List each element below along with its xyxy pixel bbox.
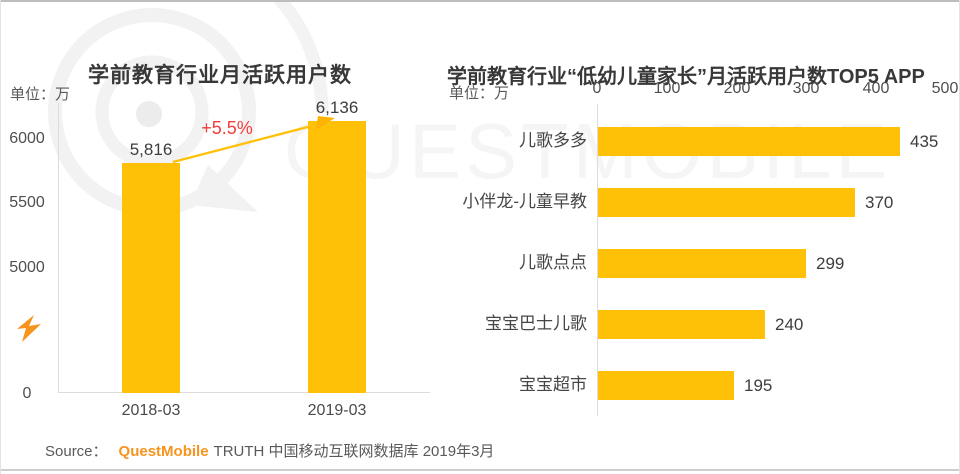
source-prefix: Source： bbox=[45, 443, 108, 460]
y-tick-6000: 6000 bbox=[9, 130, 45, 147]
bottom-border bbox=[0, 469, 960, 471]
bar-babybus-erge: 240 bbox=[598, 310, 803, 339]
right-y-axis-line bbox=[597, 104, 598, 416]
right-unit-label: 单位：万 bbox=[449, 85, 510, 102]
x-category-2018-03: 2018-03 bbox=[121, 402, 181, 419]
app-label-baobao-chaoshi: 宝宝超市 bbox=[519, 375, 587, 394]
bar-2018-03: 5,816 bbox=[122, 140, 180, 393]
app-label-xiaobanlong: 小伴龙-儿童早教 bbox=[462, 192, 587, 211]
x-tick-100: 100 bbox=[653, 80, 681, 97]
bar-value-label: 299 bbox=[816, 253, 845, 273]
y-tick-0: 0 bbox=[22, 385, 32, 402]
bar-2019-03: 6,136 bbox=[308, 98, 366, 393]
x-tick-300: 300 bbox=[792, 80, 820, 97]
bar-baobao-chaoshi: 195 bbox=[598, 371, 772, 400]
bar-value-label: 6,136 bbox=[315, 98, 359, 117]
left-unit-label: 单位：万 bbox=[10, 86, 71, 103]
app-label-erge-diandian: 儿歌点点 bbox=[519, 253, 587, 272]
x-tick-400: 400 bbox=[862, 80, 890, 97]
bar-value-label: 195 bbox=[744, 375, 773, 395]
left-chart-title: 学前教育行业月活跃用户数 bbox=[88, 64, 352, 88]
source-suffix: TRUTH 中国移动互联网数据库 2019年3月 bbox=[213, 443, 495, 460]
source-line: Source： QuestMobile TRUTH 中国移动互联网数据库 2019年… bbox=[45, 440, 494, 461]
bar-value-label: 240 bbox=[775, 314, 804, 334]
bar-value-label: 435 bbox=[910, 131, 939, 151]
bar-xiaobanlong: 370 bbox=[598, 188, 893, 217]
bar-erge-diandian: 299 bbox=[598, 249, 844, 278]
top-border bbox=[0, 0, 960, 2]
right-chart-title: 学前教育行业“低幼儿童家长”月活跃用户数TOP5 APP bbox=[447, 65, 925, 88]
left-x-axis-line bbox=[58, 392, 430, 393]
x-tick-500: 500 bbox=[931, 80, 959, 97]
y-tick-5500: 5500 bbox=[9, 194, 45, 211]
bar-value-label: 370 bbox=[865, 192, 894, 212]
bar-value-label: 5,816 bbox=[129, 140, 173, 159]
x-category-2019-03: 2019-03 bbox=[307, 402, 367, 419]
growth-arrow-icon bbox=[172, 116, 335, 164]
x-tick-0: 0 bbox=[592, 80, 602, 97]
source-brand: QuestMobile bbox=[118, 443, 209, 460]
axis-break-icon bbox=[17, 315, 41, 342]
bar-erge-duoduo: 435 bbox=[598, 127, 938, 156]
app-label-erge-duoduo: 儿歌多多 bbox=[519, 131, 587, 150]
left-border bbox=[0, 0, 1, 474]
left-y-axis-line bbox=[58, 103, 59, 392]
y-tick-5000: 5000 bbox=[9, 259, 45, 276]
app-label-babybus-erge: 宝宝巴士儿歌 bbox=[485, 314, 587, 333]
growth-annotation: +5.5% bbox=[201, 118, 253, 138]
x-tick-200: 200 bbox=[723, 80, 751, 97]
